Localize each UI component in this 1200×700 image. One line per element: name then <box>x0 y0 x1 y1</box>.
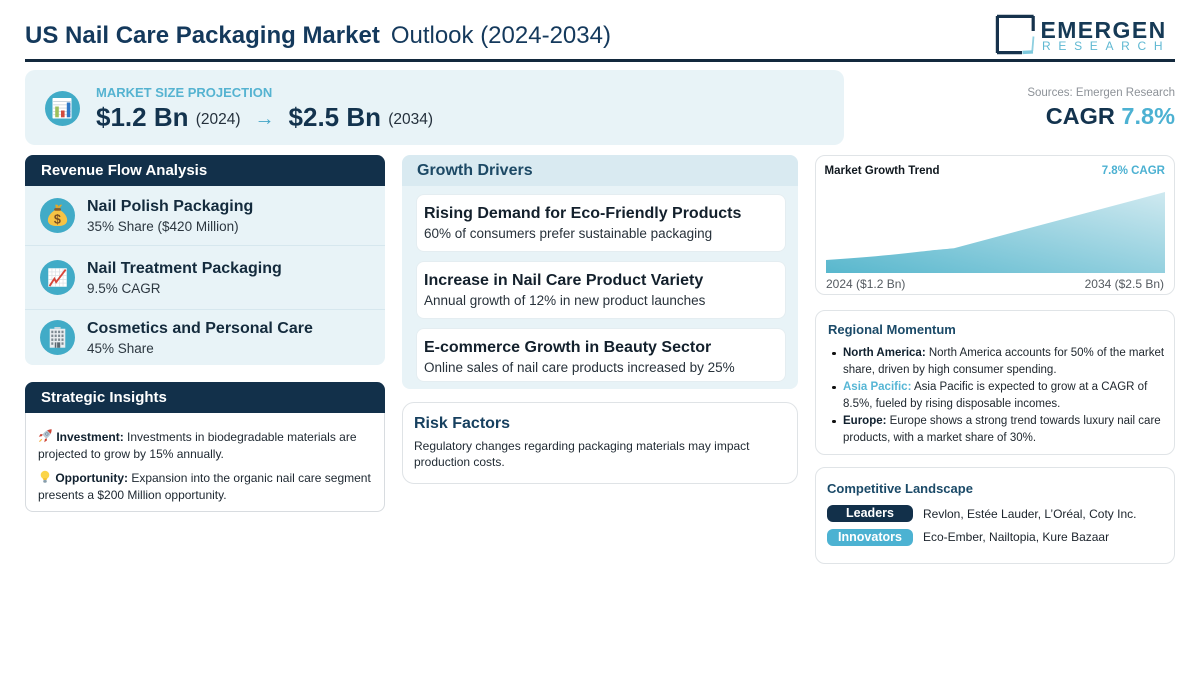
svg-text:$: $ <box>54 212 61 226</box>
